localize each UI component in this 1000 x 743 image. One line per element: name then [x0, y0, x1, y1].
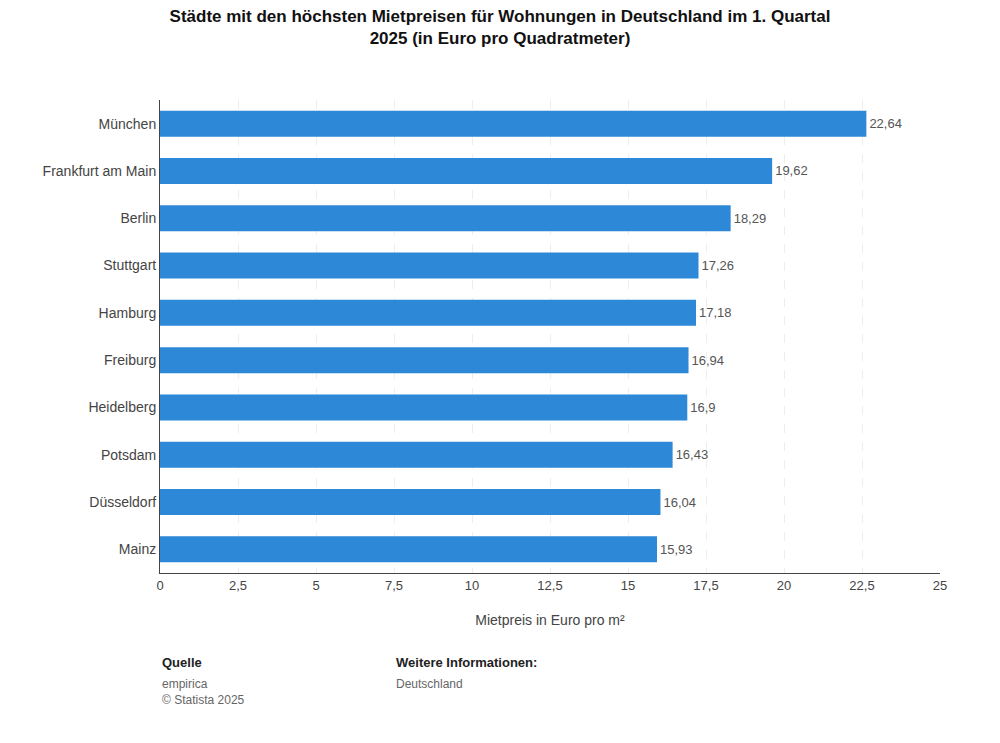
- svg-text:22,5: 22,5: [849, 578, 874, 593]
- svg-text:Städte mit den höchsten Mietpr: Städte mit den höchsten Mietpreisen für …: [170, 7, 831, 48]
- svg-text:Mietpreis in Euro pro m²: Mietpreis in Euro pro m²: [475, 612, 625, 628]
- svg-text:10: 10: [465, 578, 479, 593]
- svg-text:25: 25: [933, 578, 947, 593]
- svg-text:Weitere Informationen:: Weitere Informationen:: [396, 655, 537, 670]
- svg-text:16,43: 16,43: [676, 447, 709, 462]
- svg-text:Düsseldorf: Düsseldorf: [89, 494, 156, 510]
- svg-text:12,5: 12,5: [537, 578, 562, 593]
- svg-text:Mainz: Mainz: [119, 541, 156, 557]
- svg-text:Deutschland: Deutschland: [396, 677, 463, 691]
- svg-text:16,94: 16,94: [692, 353, 725, 368]
- svg-text:22,64: 22,64: [869, 116, 902, 131]
- svg-text:20: 20: [777, 578, 791, 593]
- svg-text:17,26: 17,26: [702, 258, 735, 273]
- svg-text:Stuttgart: Stuttgart: [103, 257, 156, 273]
- svg-text:17,18: 17,18: [699, 305, 732, 320]
- svg-text:17,5: 17,5: [693, 578, 718, 593]
- svg-text:Potsdam: Potsdam: [101, 447, 156, 463]
- svg-text:Berlin: Berlin: [120, 210, 156, 226]
- svg-text:7,5: 7,5: [385, 578, 403, 593]
- svg-text:5: 5: [312, 578, 319, 593]
- svg-text:2,5: 2,5: [229, 578, 247, 593]
- svg-text:empirica© Statista 2025: empirica© Statista 2025: [162, 677, 245, 707]
- svg-text:Frankfurt am Main: Frankfurt am Main: [43, 163, 157, 179]
- svg-text:Quelle: Quelle: [162, 655, 202, 670]
- svg-text:19,62: 19,62: [775, 163, 808, 178]
- svg-text:0: 0: [156, 578, 163, 593]
- svg-text:16,04: 16,04: [663, 495, 696, 510]
- svg-text:Freiburg: Freiburg: [104, 352, 156, 368]
- svg-text:Hamburg: Hamburg: [99, 305, 157, 321]
- svg-text:16,9: 16,9: [690, 400, 715, 415]
- svg-text:18,29: 18,29: [734, 211, 767, 226]
- svg-text:Heidelberg: Heidelberg: [88, 399, 156, 415]
- svg-text:15: 15: [621, 578, 635, 593]
- svg-text:München: München: [99, 116, 157, 132]
- svg-text:15,93: 15,93: [660, 542, 693, 557]
